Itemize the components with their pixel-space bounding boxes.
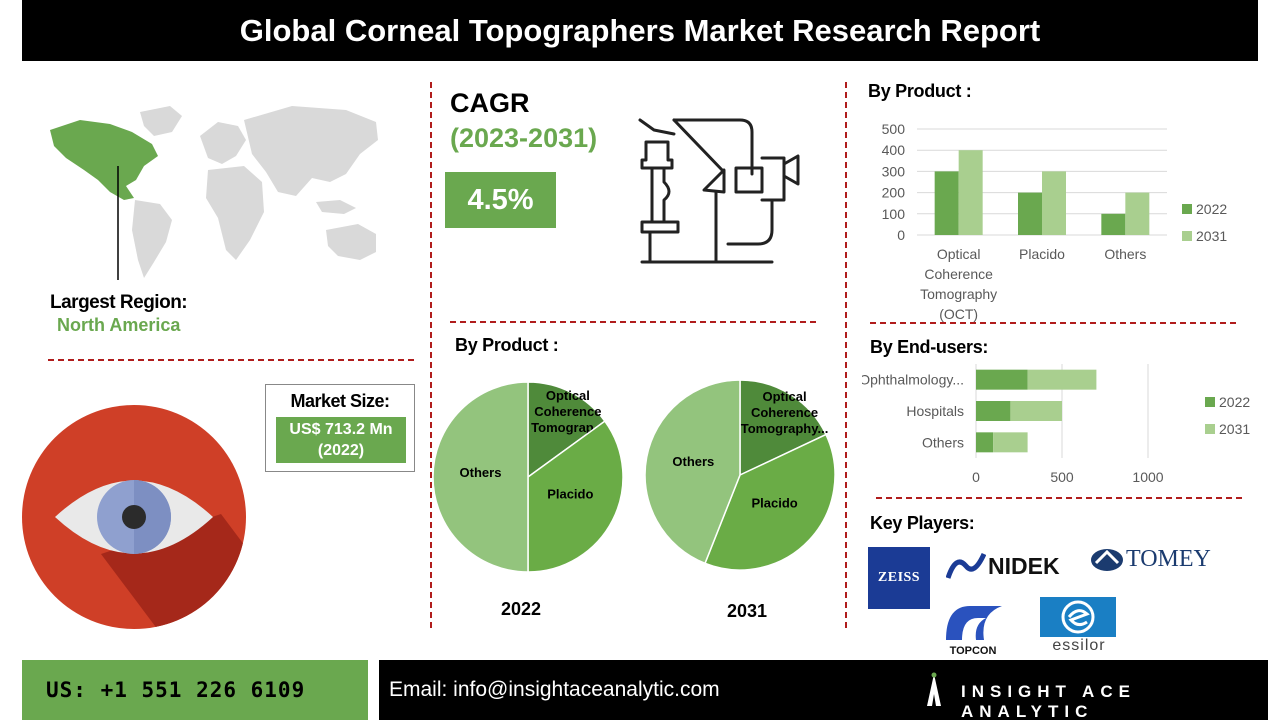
divider-vertical-right	[845, 82, 847, 628]
endusers-xtick-0: 0	[972, 469, 980, 485]
product-bar-2031-2	[1125, 192, 1150, 235]
product-bar-2022-0	[934, 171, 959, 235]
region-value: North America	[57, 315, 181, 335]
pie-chart-2022: Optical Coherence Tomograp... Placido Others	[432, 381, 624, 573]
divider-right-product	[870, 322, 1236, 324]
divider-center-cagr	[450, 321, 816, 323]
pie-2031-label-placido: Placido	[752, 496, 798, 511]
logo-essilor-text: essilor	[1052, 637, 1106, 654]
pie-2022-slice-others	[432, 381, 529, 573]
endusers-bar-2022-1	[976, 401, 1011, 421]
pie-2031-label-others: Others	[672, 454, 714, 469]
footer-email: Email: info@insightaceanalytic.com	[389, 678, 720, 701]
pie-2031-slice-placido	[704, 433, 836, 571]
logo-topcon: TOPCON	[940, 600, 1006, 657]
endusers-ytick-2: Others	[922, 434, 964, 450]
product-bar-legend-swatch-2031	[1182, 231, 1192, 241]
market-size-card: Market Size: US$ 713.2 Mn (2022)	[265, 384, 415, 472]
pie-2022-label-placido: Placido	[547, 487, 593, 502]
footer-bar: Email: info@insightaceanalytic.com INSIG…	[379, 660, 1268, 720]
pie-year-2031: 2031	[727, 601, 768, 621]
logo-nidek: NIDEK	[946, 552, 1060, 580]
north-america-highlight	[50, 120, 158, 200]
product-bar-ytick-500: 500	[882, 121, 906, 137]
pie-chart-2031: Optical Coherence Tomography... Placido Othe…	[644, 379, 836, 571]
product-bar-ytick-200: 200	[882, 185, 906, 201]
endusers-legend-swatch-2022	[1205, 397, 1215, 407]
pie-2022-label-others: Others	[460, 465, 502, 480]
pie-2022-slice-optical	[527, 381, 606, 479]
logo-topcon-text: TOPCON	[949, 645, 997, 657]
endusers-ytick-1: Hospitals	[906, 403, 964, 419]
logo-tomey: TOMEY	[1090, 546, 1211, 573]
nidek-mark-icon	[946, 552, 986, 579]
product-bar-chart: 0 100 200 300 400 500 Optical Coherence Tomograp…	[882, 121, 1228, 322]
endusers-xtick-1000: 1000	[1132, 469, 1163, 485]
endusers-legend-2031: 2031	[1219, 421, 1250, 437]
product-bar-xtick-2: Others	[1104, 246, 1146, 262]
product-bar-2022-2	[1101, 213, 1126, 235]
endusers-ytick-0: Ophthalmology...	[862, 372, 964, 388]
endusers-bar-chart: 0 500 1000 Ophthalmology... Hospitals Others 2…	[862, 364, 1250, 485]
product-bar-legend-swatch-2022	[1182, 204, 1192, 214]
divider-vertical-left	[430, 82, 432, 628]
essilor-mark-icon	[1061, 600, 1095, 634]
logo-essilor: essilor	[1040, 597, 1118, 655]
logo-nidek-text: NIDEK	[988, 552, 1060, 579]
pie-2022-slice-placido	[527, 420, 624, 573]
cagr-value: 4.5%	[445, 172, 556, 228]
topcon-mark-icon	[946, 606, 1002, 640]
product-bar-legend-2022: 2022	[1196, 201, 1227, 217]
logo-zeiss: ZEISS	[868, 547, 930, 609]
pie-2031-slice-optical	[739, 379, 827, 477]
world-map	[50, 106, 378, 280]
pie-section-title: By Product :	[455, 335, 559, 355]
product-bar-2031-1	[1042, 171, 1066, 235]
endusers-legend-swatch-2031	[1205, 424, 1215, 434]
page-title: Global Corneal Topographers Market Resea…	[22, 0, 1258, 61]
product-bar-ytick-400: 400	[882, 142, 906, 158]
endusers-section-title: By End-users:	[870, 337, 989, 357]
divider-right-endusers	[876, 497, 1242, 499]
divider-left-region	[48, 359, 414, 361]
logo-zeiss-text: ZEISS	[877, 570, 921, 585]
endusers-bar-2022-0	[976, 369, 1028, 390]
pie-2031-label-optical: Optical Coherence Tomography...	[741, 389, 829, 436]
footer-brand: INSIGHT ACE ANALYTIC	[961, 682, 1136, 720]
product-bar-legend-2031: 2031	[1196, 228, 1227, 244]
pie-2022-label-optical: Optical Coherence Tomograp...	[531, 388, 604, 435]
endusers-xtick-500: 500	[1050, 469, 1074, 485]
market-size-year: (2022)	[317, 442, 365, 459]
endusers-bar-2031-0	[1027, 369, 1097, 390]
tomey-mark-icon	[1091, 548, 1123, 571]
endusers-bar-2031-2	[993, 432, 1028, 453]
key-players-title: Key Players:	[870, 513, 975, 533]
eye-icon	[22, 405, 246, 629]
logo-tomey-text: TOMEY	[1126, 546, 1211, 572]
pie-year-2022: 2022	[501, 599, 542, 619]
product-bar-ytick-100: 100	[882, 206, 906, 222]
endusers-legend-2022: 2022	[1219, 394, 1250, 410]
region-label: Largest Region:	[50, 292, 188, 313]
product-bar-xtick-1: Placido	[1019, 246, 1065, 262]
product-bar-2031-0	[958, 150, 983, 235]
market-size-amount: US$ 713.2 Mn	[289, 421, 393, 438]
insightace-logo-icon	[927, 672, 941, 706]
product-bar-xtick-0: Optical Coherence Tomography (OCT)	[920, 246, 997, 322]
corneal-topographer-icon	[638, 118, 800, 264]
cagr-label: CAGR	[450, 88, 530, 118]
cagr-period: (2023-2031)	[450, 123, 598, 153]
endusers-bar-2031-1	[1010, 401, 1062, 421]
market-size-label: Market Size:	[290, 391, 390, 411]
market-size-value: US$ 713.2 Mn (2022)	[276, 417, 406, 463]
bar-section-title: By Product :	[868, 81, 972, 101]
footer-phone: US: +1 551 226 6109	[22, 660, 368, 720]
product-bar-ytick-300: 300	[882, 163, 906, 179]
pie-2031-slice-others	[644, 379, 741, 565]
product-bar-ytick-0: 0	[897, 227, 905, 243]
product-bar-2022-1	[1018, 192, 1042, 235]
endusers-bar-2022-2	[976, 432, 994, 453]
